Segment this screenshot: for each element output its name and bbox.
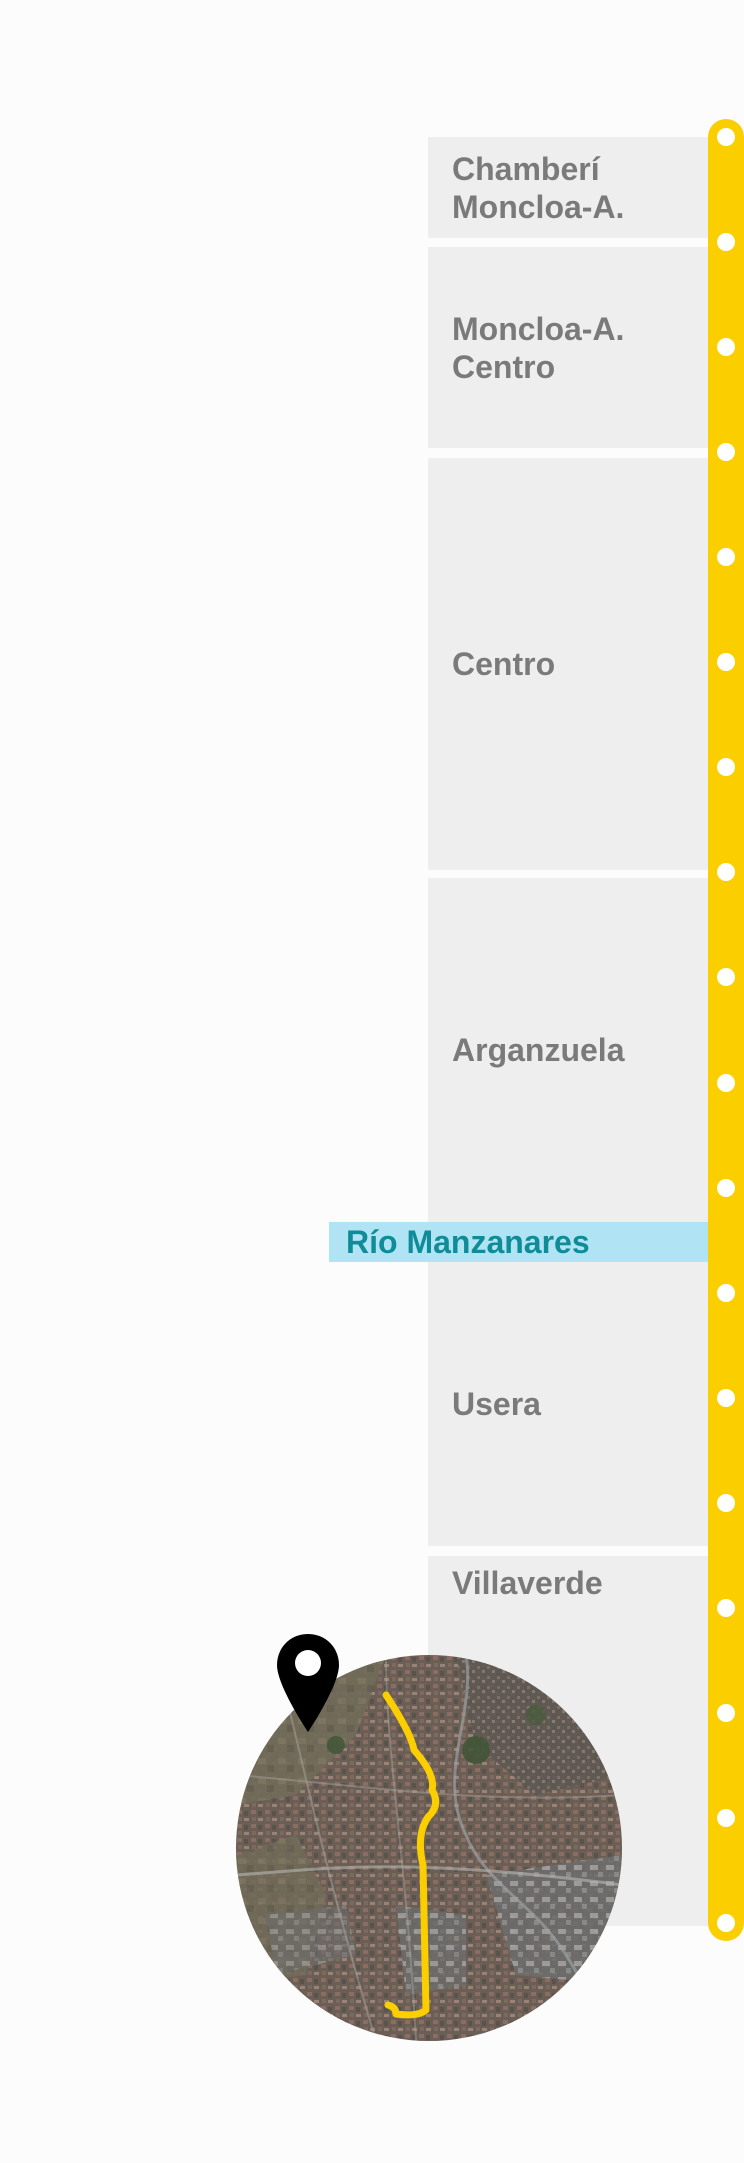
district-label: Chamberí bbox=[452, 150, 600, 187]
line-stop bbox=[717, 1703, 735, 1722]
route-line-track bbox=[708, 119, 744, 1941]
line-stop bbox=[717, 1073, 735, 1092]
district-label: Moncloa-A. bbox=[452, 188, 625, 225]
line-stop bbox=[717, 1914, 735, 1932]
district-chamberi-moncloa: Chamberí Moncloa-A. bbox=[428, 137, 708, 238]
district-label: Centro bbox=[452, 646, 556, 682]
line-stop bbox=[717, 443, 735, 462]
line-stop bbox=[717, 758, 735, 777]
river-label: Río Manzanares bbox=[346, 1223, 590, 1260]
district-arganzuela: Arganzuela bbox=[428, 878, 708, 1222]
line-stop bbox=[717, 1598, 735, 1617]
district-label: Centro bbox=[452, 348, 556, 385]
river-band: Río Manzanares bbox=[329, 1222, 709, 1262]
district-label: Moncloa-A. bbox=[452, 310, 625, 347]
line-stop bbox=[717, 1178, 735, 1197]
district-usera: Usera bbox=[428, 1262, 708, 1546]
line-stop bbox=[717, 968, 735, 987]
line-stop bbox=[717, 863, 735, 882]
line-stop bbox=[717, 548, 735, 567]
line-stop bbox=[717, 1283, 735, 1302]
line-stop bbox=[717, 233, 735, 252]
district-centro: Centro bbox=[428, 458, 708, 870]
line-stop bbox=[717, 338, 735, 357]
district-label: Usera bbox=[452, 1386, 541, 1422]
line-stop bbox=[717, 128, 735, 146]
line-stop bbox=[717, 1808, 735, 1827]
location-pin-icon bbox=[277, 1634, 339, 1734]
district-label: Arganzuela bbox=[452, 1032, 625, 1068]
line-stop bbox=[717, 1493, 735, 1512]
district-label: Villaverde bbox=[452, 1565, 603, 1601]
route-path bbox=[382, 1691, 440, 2019]
line-stop bbox=[717, 1388, 735, 1407]
district-moncloa-centro: Moncloa-A. Centro bbox=[428, 247, 708, 448]
line-stop bbox=[717, 653, 735, 672]
